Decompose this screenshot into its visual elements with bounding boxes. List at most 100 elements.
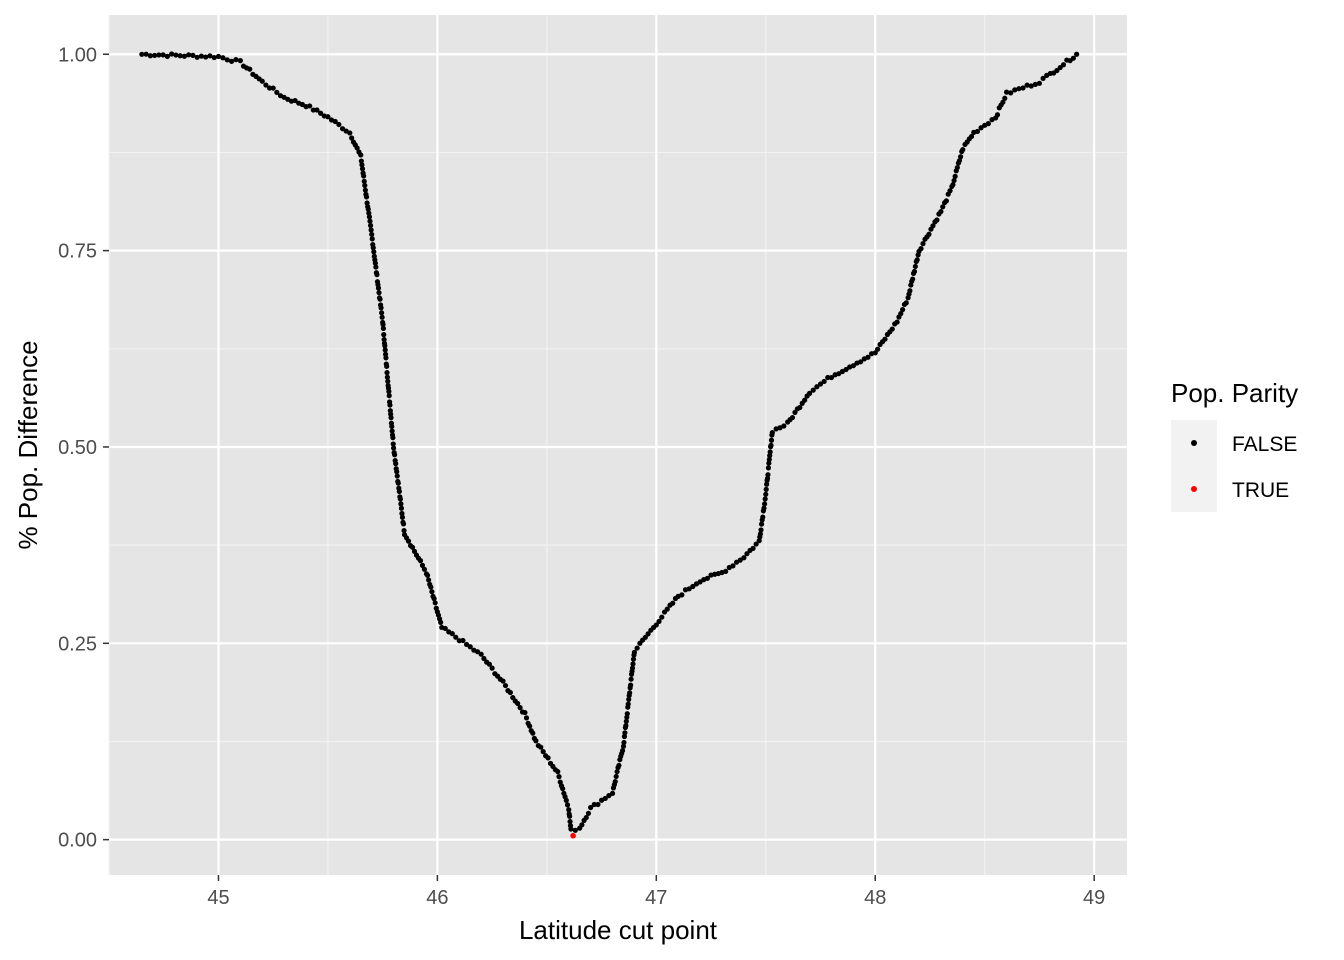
point-false <box>387 402 393 408</box>
point-false <box>373 264 379 270</box>
point-false <box>572 827 578 833</box>
point-false <box>954 164 960 171</box>
point-false <box>379 310 385 316</box>
point-false <box>392 452 398 458</box>
point-false <box>389 423 395 430</box>
point-false <box>817 381 824 387</box>
plot-panel <box>109 15 1127 875</box>
point-false <box>659 614 665 620</box>
point-false <box>438 619 444 625</box>
point-false <box>560 786 566 792</box>
point-false <box>556 774 562 780</box>
point-false <box>527 723 533 729</box>
point-false <box>940 204 946 210</box>
point-false <box>363 194 370 200</box>
point-false <box>428 584 434 590</box>
point-false <box>1016 86 1022 92</box>
point-false <box>656 618 662 624</box>
point-false <box>616 762 622 769</box>
point-false <box>1008 90 1014 96</box>
point-false <box>934 217 940 223</box>
point-false <box>768 442 774 448</box>
y-tick-label: 0.00 <box>58 830 97 852</box>
point-false <box>207 53 213 59</box>
point-false <box>627 690 633 696</box>
point-false <box>398 505 405 511</box>
point-false <box>865 354 871 360</box>
point-false <box>622 730 628 736</box>
point-false <box>1000 99 1006 105</box>
point-false <box>911 268 918 275</box>
point-false <box>186 52 192 58</box>
point-false <box>382 347 388 353</box>
point-false <box>388 415 394 421</box>
x-axis: 45 46 47 48 49 <box>207 875 1105 909</box>
point-false <box>585 810 592 816</box>
point-false <box>481 655 487 662</box>
point-false <box>369 236 375 242</box>
point-false <box>1020 85 1026 91</box>
point-false <box>766 456 772 463</box>
legend-label-false: FALSE <box>1232 433 1297 456</box>
point-false <box>397 496 403 502</box>
point-false <box>522 709 528 716</box>
point-false <box>757 531 764 537</box>
point-false <box>538 744 544 750</box>
point-false <box>211 54 217 61</box>
point-false <box>567 813 573 819</box>
point-false <box>723 568 729 575</box>
point-false <box>920 241 926 247</box>
point-false <box>507 689 513 696</box>
point-false <box>359 162 365 168</box>
point-false <box>379 314 385 320</box>
point-false <box>181 53 188 59</box>
point-false <box>664 606 670 612</box>
point-false <box>381 336 387 343</box>
point-false <box>769 430 775 436</box>
point-false <box>763 486 769 492</box>
point-false <box>634 645 640 651</box>
y-tick-label: 0.25 <box>58 633 97 655</box>
point-false <box>368 227 374 233</box>
point-false <box>765 465 772 471</box>
point-false <box>376 290 382 296</box>
point-false <box>502 682 509 689</box>
point-false <box>432 600 438 606</box>
point-false <box>354 145 360 151</box>
point-false <box>797 404 803 411</box>
point-false <box>190 52 196 58</box>
point-false <box>349 135 355 141</box>
point-false <box>365 206 371 212</box>
point-false <box>1074 51 1080 57</box>
point-false <box>763 491 769 497</box>
point-false <box>564 802 571 808</box>
point-false <box>399 514 406 520</box>
point-false <box>367 222 374 229</box>
x-tick-label: 46 <box>426 887 448 909</box>
point-false <box>950 182 956 188</box>
point-false <box>621 739 627 746</box>
point-false <box>768 437 775 443</box>
point-false <box>624 711 630 717</box>
point-false <box>237 58 243 64</box>
point-false <box>390 441 396 447</box>
point-false <box>858 359 864 365</box>
point-false <box>143 51 149 57</box>
legend: Pop. Parity FALSE TRUE <box>1171 378 1298 512</box>
point-false <box>358 152 364 158</box>
point-false <box>951 177 957 184</box>
point-false <box>914 257 920 263</box>
point-false <box>758 527 764 533</box>
point-false <box>417 558 424 564</box>
point-false <box>169 51 175 57</box>
point-false <box>907 288 913 294</box>
point-false <box>630 661 636 667</box>
point-false <box>1032 81 1038 87</box>
point-false <box>620 743 627 749</box>
point-false <box>194 54 200 60</box>
point-false <box>579 822 585 828</box>
point-false <box>591 801 597 808</box>
point-false <box>332 118 338 125</box>
point-false <box>478 651 484 657</box>
point-false <box>362 182 368 189</box>
